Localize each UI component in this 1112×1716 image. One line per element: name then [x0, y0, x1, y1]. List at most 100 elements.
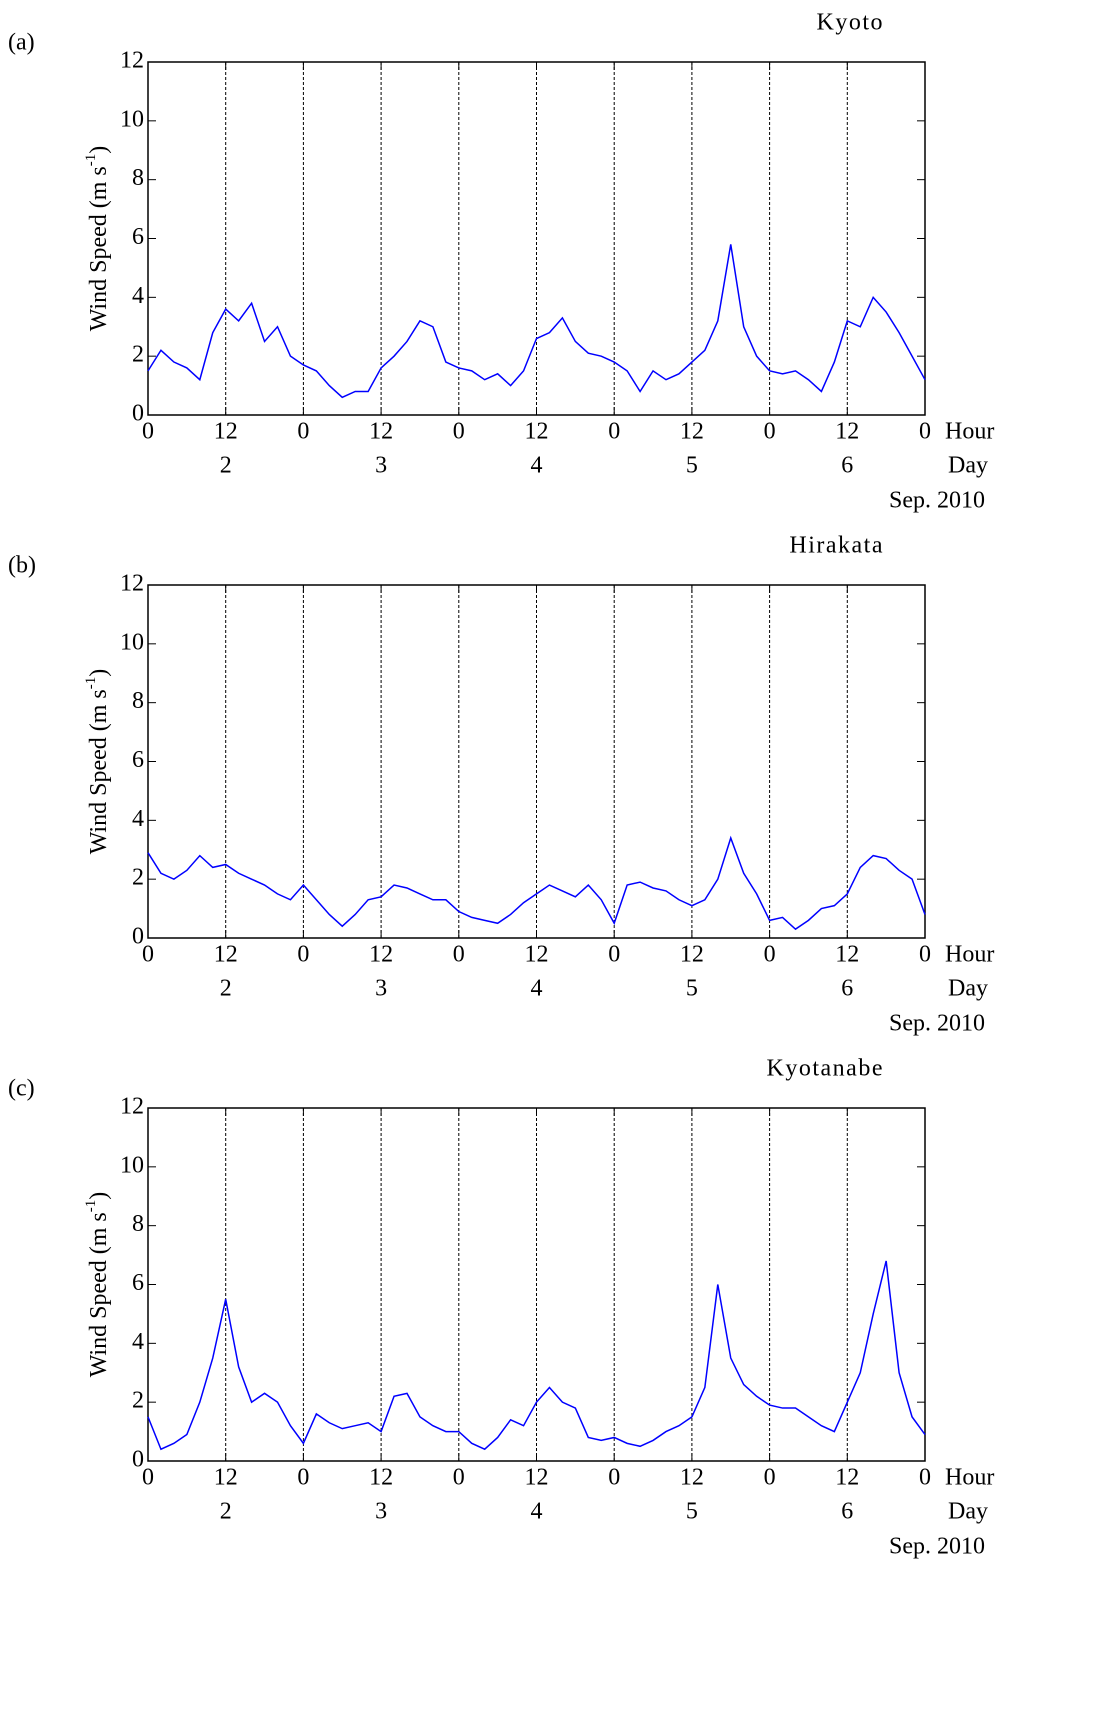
panel: (b) Hirakata 0 12 0 12 0 12 0 12 0 12 0 2 3 4 5 6 Hour Day S…	[8, 533, 994, 1037]
x-tick-label: 12	[680, 1465, 704, 1491]
x-tick-label: 12	[680, 419, 704, 445]
plot-frame	[147, 584, 926, 939]
x-tick-label: 12	[525, 942, 549, 968]
x-tick-label: 12	[525, 1465, 549, 1491]
y-tick-label: 0	[132, 401, 144, 427]
y-axis-label-end: )	[86, 1192, 112, 1200]
x-tick-label: 12	[369, 942, 393, 968]
y-tick-label: 4	[132, 806, 144, 832]
x-tick-label: 0	[142, 942, 154, 968]
x-tick-label: 0	[764, 1465, 776, 1491]
day-label: 2	[220, 1499, 232, 1525]
y-tick-label: 0	[132, 1447, 144, 1473]
x-tick-label: 12	[835, 1465, 859, 1491]
plot-frame	[147, 1107, 926, 1462]
day-axis-label: Day	[948, 976, 988, 1002]
x-tick-label: 12	[680, 942, 704, 968]
panel-label: (b)	[8, 553, 36, 579]
y-tick-label: 6	[132, 224, 144, 250]
y-tick-label: 12	[120, 48, 144, 74]
day-label: 4	[531, 453, 543, 479]
x-tick-label: 12	[525, 419, 549, 445]
y-axis-label-sup: -1	[83, 154, 99, 167]
y-tick-label: 2	[132, 342, 144, 368]
x-tick-label: 0	[919, 1465, 931, 1491]
panel-title: Hirakata	[789, 533, 884, 559]
y-tick-label: 8	[132, 688, 144, 714]
y-tick-label: 10	[120, 629, 144, 655]
x-tick-label: 0	[919, 419, 931, 445]
x-tick-label: 0	[608, 942, 620, 968]
x-tick-label: 0	[608, 419, 620, 445]
x-tick-label: 0	[919, 942, 931, 968]
x-tick-label: 0	[297, 419, 309, 445]
x-tick-label: 12	[214, 1465, 238, 1491]
panel: (a) Kyoto 0 12 0 12 0 12 0 12 0 12 0 2 3 4 5 6 Hour Day Sep.…	[8, 10, 994, 514]
x-tick-label: 0	[453, 942, 465, 968]
data-line	[147, 835, 926, 931]
data-line	[147, 1260, 926, 1451]
x-tick-label: 12	[214, 419, 238, 445]
day-label: 5	[686, 453, 698, 479]
day-label: 5	[686, 976, 698, 1002]
x-tick-label: 0	[297, 942, 309, 968]
y-axis-label: Wind Speed (m s-1)	[83, 146, 111, 332]
y-tick-label: 8	[132, 165, 144, 191]
y-tick-label: 4	[132, 283, 144, 309]
day-label: 4	[531, 1499, 543, 1525]
x-tick-label: 0	[764, 942, 776, 968]
panel-label: (c)	[8, 1076, 35, 1102]
panel-label: (a)	[8, 30, 35, 56]
day-label: 6	[841, 976, 853, 1002]
x-tick-label: 12	[369, 419, 393, 445]
day-label: 3	[375, 1499, 387, 1525]
x-tick-label: 0	[142, 419, 154, 445]
panel: (c) Kyotanabe 0 12 0 12 0 12 0 12 0 12 0 2 3 4 5 6 Hour Day…	[8, 1056, 994, 1560]
day-label: 2	[220, 976, 232, 1002]
day-axis-label: Day	[948, 453, 988, 479]
month-label: Sep. 2010	[889, 1534, 985, 1560]
day-label: 3	[375, 976, 387, 1002]
y-tick-label: 8	[132, 1211, 144, 1237]
x-tick-label: 0	[764, 419, 776, 445]
x-axis-label: Hour	[945, 1465, 994, 1491]
day-label: 4	[531, 976, 543, 1002]
x-tick-label: 0	[142, 1465, 154, 1491]
month-label: Sep. 2010	[889, 488, 985, 514]
y-tick-label: 6	[132, 1270, 144, 1296]
y-axis-label-text: Wind Speed (m s	[86, 689, 112, 854]
panel-title: Kyotanabe	[767, 1056, 884, 1082]
y-axis-label-sup: -1	[83, 1200, 99, 1213]
x-tick-label: 12	[835, 419, 859, 445]
y-tick-label: 12	[120, 1094, 144, 1120]
x-tick-label: 12	[835, 942, 859, 968]
y-tick-label: 10	[120, 106, 144, 132]
x-tick-label: 0	[453, 419, 465, 445]
x-tick-label: 12	[214, 942, 238, 968]
panel-title: Kyoto	[817, 10, 885, 36]
plot-frame	[147, 61, 926, 416]
day-axis-label: Day	[948, 1499, 988, 1525]
day-label: 6	[841, 1499, 853, 1525]
y-axis-label-text: Wind Speed (m s	[86, 1212, 112, 1377]
x-tick-label: 0	[297, 1465, 309, 1491]
y-axis-label-text: Wind Speed (m s	[86, 166, 112, 331]
y-tick-label: 10	[120, 1152, 144, 1178]
y-axis-label: Wind Speed (m s-1)	[83, 1192, 111, 1378]
day-label: 2	[220, 453, 232, 479]
y-tick-label: 4	[132, 1329, 144, 1355]
y-tick-label: 6	[132, 747, 144, 773]
y-tick-label: 2	[132, 865, 144, 891]
x-axis-label: Hour	[945, 419, 994, 445]
x-axis-label: Hour	[945, 942, 994, 968]
y-axis-label-end: )	[86, 669, 112, 677]
day-label: 6	[841, 453, 853, 479]
x-tick-label: 12	[369, 1465, 393, 1491]
x-tick-label: 0	[453, 1465, 465, 1491]
month-label: Sep. 2010	[889, 1011, 985, 1037]
y-tick-label: 2	[132, 1388, 144, 1414]
y-axis-label: Wind Speed (m s-1)	[83, 669, 111, 855]
data-line	[147, 244, 926, 399]
x-tick-label: 0	[608, 1465, 620, 1491]
